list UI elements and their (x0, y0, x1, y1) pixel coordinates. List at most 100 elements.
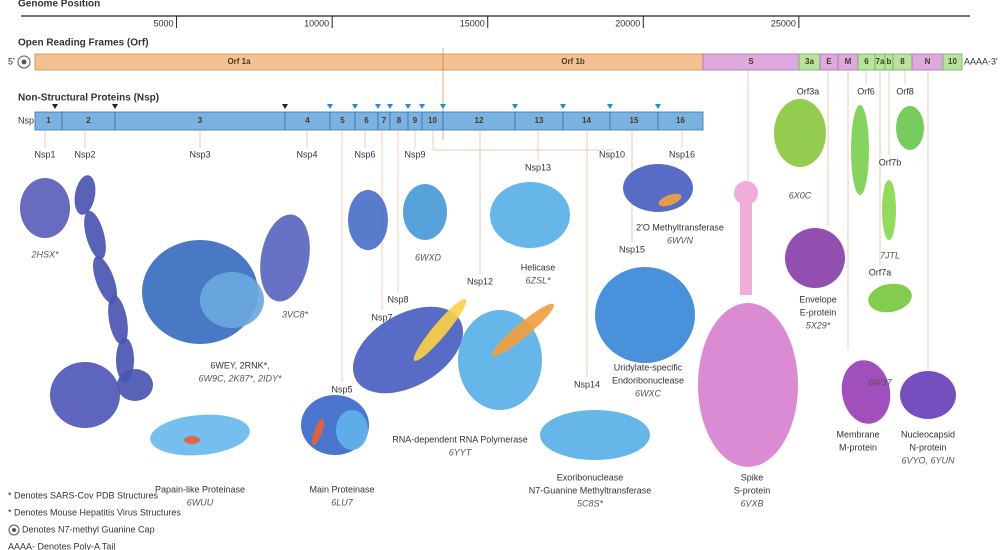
protein-caption: 6WXD (415, 252, 442, 262)
nsp-label: 2 (86, 116, 91, 125)
structure (311, 418, 325, 446)
protein-caption: 5C8S* (577, 498, 604, 508)
orf-label: 10 (948, 57, 957, 66)
nsp-segment (657, 111, 704, 131)
nsp-label: 3 (198, 116, 203, 125)
nsp-label: 5 (340, 116, 345, 125)
structure (184, 436, 200, 444)
protein-caption: 5X29* (806, 320, 831, 330)
axis-tick-label: 20000 (615, 18, 640, 28)
protein-caption: 6WUU (187, 497, 214, 507)
protein-caption: Helicase (521, 262, 556, 272)
three-prime: AAAA-3' (964, 56, 998, 66)
structure (200, 272, 264, 328)
protein-caption: 6WVN (667, 235, 694, 245)
protein-caption: RNA-dependent RNA Polymerase (392, 434, 528, 444)
structure (260, 214, 310, 302)
nsp-label: 6 (364, 116, 369, 125)
structure (658, 193, 682, 207)
axis-tick-label: 25000 (771, 18, 796, 28)
site-marker (607, 104, 613, 109)
protein-name: Nsp3 (189, 149, 210, 159)
site-marker (282, 104, 288, 109)
structure (50, 362, 120, 428)
site-marker (655, 104, 661, 109)
protein-caption: 6W9C, 2K87*, 2IDY* (198, 373, 282, 383)
nsp-label: 13 (535, 116, 544, 125)
orf-label: 3a (805, 57, 814, 66)
structure (84, 210, 106, 260)
protein-name: Orf8 (896, 86, 914, 96)
protein-name: Nsp12 (467, 276, 493, 286)
protein-caption: 6VXB (740, 498, 763, 508)
site-marker (405, 104, 411, 109)
nsp-label: 9 (413, 116, 418, 125)
structure (348, 190, 388, 250)
site-marker (419, 104, 425, 109)
nsp-row-label: Nsp (18, 115, 34, 125)
axis-tick-label: 5000 (154, 18, 174, 28)
structure (20, 178, 70, 238)
orf-label: 8 (900, 57, 905, 66)
protein-name: Orf7b (879, 157, 902, 167)
structure (490, 182, 570, 248)
structure (403, 184, 447, 240)
structure (774, 99, 826, 167)
protein-name: Nsp14 (574, 379, 600, 389)
site-marker (327, 104, 333, 109)
protein-name: Orf3a (797, 86, 820, 96)
protein-name: Nsp8 (387, 294, 408, 304)
axis-tick-label: 10000 (304, 18, 329, 28)
orf-label: Orf 1b (561, 57, 585, 66)
site-marker (375, 104, 381, 109)
spike-head (734, 181, 758, 205)
protein-name: Nsp10 (599, 149, 625, 159)
axis-tick-label: 15000 (460, 18, 485, 28)
nsp-label: 12 (475, 116, 484, 125)
protein-name: Nsp1 (34, 149, 55, 159)
protein-caption: 3VC8* (282, 309, 309, 319)
protein-caption: Membrane (836, 429, 879, 439)
nsp-label: 8 (397, 116, 402, 125)
protein-caption: 6X0C (789, 190, 812, 200)
structure (74, 175, 96, 215)
nsp-label: 10 (428, 116, 437, 125)
nsp-title: Non-Structural Proteins (Nsp) (18, 93, 159, 104)
protein-caption: N7-Guanine Methyltransferase (529, 485, 652, 495)
orf-label: S (748, 57, 754, 66)
protein-name: Orf7a (869, 267, 892, 277)
nsp-label: 1 (46, 116, 51, 125)
protein-caption: 6YYT (449, 447, 473, 457)
legend-cap (12, 528, 16, 532)
site-marker (560, 104, 566, 109)
protein-caption: Exoribonuclease (557, 472, 624, 482)
nsp-label: 7 (382, 116, 387, 125)
site-marker (52, 104, 58, 109)
protein-caption: 2'O Methyltransferase (636, 222, 724, 232)
protein-name: Nsp4 (296, 149, 317, 159)
protein-name: Orf6 (857, 86, 875, 96)
protein-name: Nsp6 (354, 149, 375, 159)
protein-caption: 6VYO, 6YUN (901, 455, 955, 465)
structure (117, 369, 153, 401)
protein-caption: Papain-like Proteinase (155, 484, 245, 494)
protein-caption: M-protein (839, 442, 877, 452)
protein-caption: E-protein (800, 307, 837, 317)
protein-name: Nsp7 (371, 312, 392, 322)
orf-label: N (925, 57, 931, 66)
legend-entry: Denotes N7-methyl Guanine Cap (22, 524, 155, 534)
structure (868, 283, 912, 313)
legend-entry: * Denotes Mouse Hepatitis Virus Structur… (8, 507, 181, 517)
structure (336, 410, 368, 450)
structure (413, 299, 467, 361)
protein-caption: 2HSX* (30, 249, 59, 259)
spike-stalk (740, 195, 752, 295)
structure (841, 360, 891, 424)
protein-name: Nsp2 (74, 149, 95, 159)
protein-caption: Uridylate-specific (614, 362, 683, 372)
protein-caption: 7JTL (880, 250, 900, 260)
protein-caption: 6W37 (868, 377, 893, 387)
structure (492, 303, 554, 357)
protein-caption: Endoribonuclease (612, 375, 684, 385)
site-marker (512, 104, 518, 109)
